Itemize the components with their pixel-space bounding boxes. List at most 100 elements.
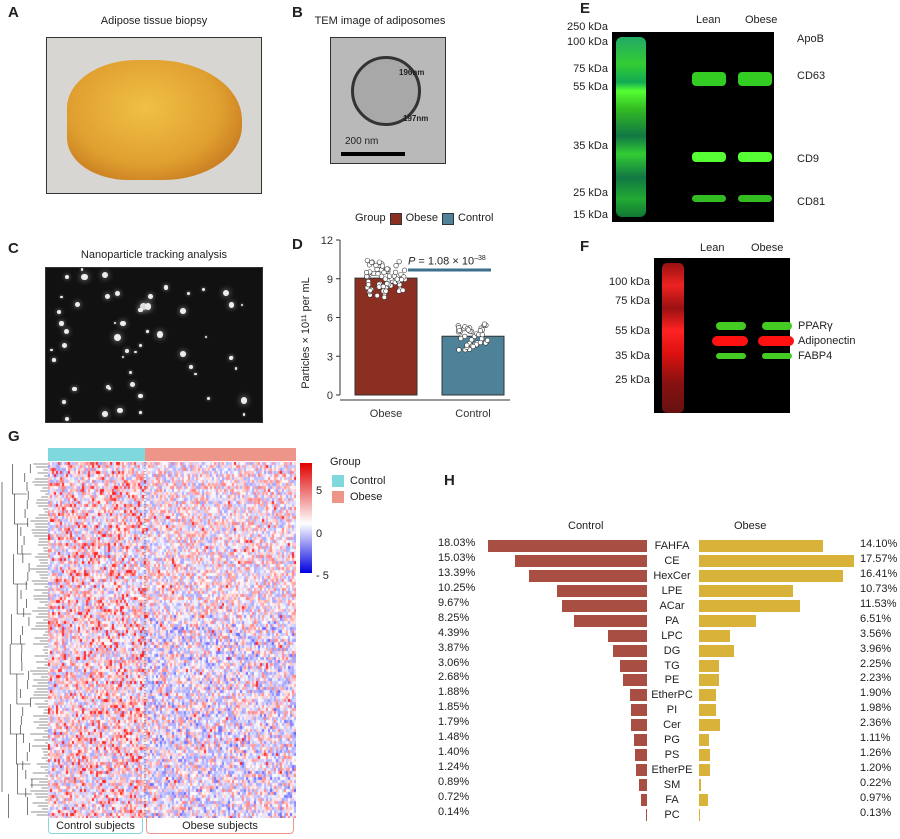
particle-spot xyxy=(138,393,143,399)
particle-spot xyxy=(194,372,198,376)
particle-spot xyxy=(138,307,143,312)
particle-spot xyxy=(116,407,123,414)
particle-spot xyxy=(74,301,80,307)
control-value-label: 18.03% xyxy=(438,537,476,549)
panel-label-f: F xyxy=(580,238,590,255)
bar-control-cer xyxy=(631,719,647,732)
obese-value-label: 14.10% xyxy=(860,538,898,550)
lipid-class-label: CE xyxy=(664,554,680,567)
panel-label-h: H xyxy=(444,472,455,489)
data-point xyxy=(401,267,408,273)
data-point xyxy=(399,277,405,283)
panel-a-title: Adipose tissue biopsy xyxy=(100,15,208,27)
p-symbol: P xyxy=(408,255,416,268)
g-legend-swatch-control xyxy=(332,475,344,487)
y-tick-label: 6 xyxy=(327,313,333,325)
data-point xyxy=(456,347,462,353)
lipid-class-label: FA xyxy=(665,793,679,806)
particle-spot xyxy=(202,287,206,291)
particle-spot xyxy=(59,321,64,326)
bar-control-lpc xyxy=(608,629,647,642)
control-value-label: 1.88% xyxy=(438,686,470,699)
bar-obese-pa xyxy=(699,614,757,627)
e-marker-label: 100 kDa xyxy=(567,36,608,48)
bar-obese-ce xyxy=(699,554,854,567)
p-value: P = 1.08 × 10–38 xyxy=(408,255,486,268)
particle-spot xyxy=(139,411,142,414)
data-point xyxy=(458,335,464,342)
particle-spot xyxy=(121,355,124,358)
lipid-class-label: EtherPE xyxy=(651,764,693,777)
control-value-label: 2.68% xyxy=(438,671,470,684)
data-point xyxy=(364,257,371,264)
g-legend-swatch-obese xyxy=(332,491,344,503)
p-exp: –38 xyxy=(474,255,486,262)
e-band-label: CD63 xyxy=(797,70,826,82)
control-value-label: 9.67% xyxy=(438,596,470,609)
bar-control-fahfa xyxy=(488,540,647,552)
f-marker-label: 75 kDa xyxy=(615,295,650,307)
data-point xyxy=(381,269,387,276)
bar-obese-fa xyxy=(699,793,708,806)
e-marker-label: 75 kDa xyxy=(573,63,608,75)
lipid-class-label: ACar xyxy=(659,599,685,612)
data-point xyxy=(392,269,399,275)
e-band-label: ApoB xyxy=(797,33,824,45)
panel-label-g: G xyxy=(8,428,20,445)
tem-measure-1: 196nm xyxy=(399,68,425,77)
bar-obese-ps xyxy=(699,749,711,762)
e-lane-obese: Obese xyxy=(745,14,778,26)
y-tick-label: 0 xyxy=(327,390,333,402)
obese-value-label: 1.26% xyxy=(860,747,892,760)
western-blot-f xyxy=(654,258,794,413)
lipid-class-label: PG xyxy=(664,734,680,747)
particle-spot xyxy=(243,413,246,416)
particle-spot xyxy=(64,328,70,334)
bar-obese-lpc xyxy=(699,629,731,642)
particle-spot xyxy=(148,294,154,300)
obese-value-label: 10.73% xyxy=(860,582,898,595)
obese-value-label: 1.90% xyxy=(860,687,892,700)
g-legend-obese: Obese xyxy=(350,491,383,503)
data-point xyxy=(379,273,385,279)
g-legend-control: Control xyxy=(350,475,386,487)
bar-control-ce xyxy=(514,554,647,567)
bar-obese-cer xyxy=(699,719,720,732)
particle-spot xyxy=(64,275,70,280)
e-marker-label: 35 kDa xyxy=(573,140,608,152)
lipid-class-label: Cer xyxy=(663,719,681,732)
bar-control-acar xyxy=(561,599,647,612)
western-blot-e xyxy=(612,32,774,222)
data-point xyxy=(477,339,483,346)
control-value-label: 0.14% xyxy=(438,805,470,818)
label-obese-subjects: Obese subjects xyxy=(182,820,258,832)
f-marker-label: 55 kDa xyxy=(615,325,650,337)
control-value-label: 1.40% xyxy=(438,746,470,759)
panel-label-c: C xyxy=(8,240,19,257)
data-point xyxy=(379,263,386,269)
data-point xyxy=(381,294,387,300)
particle-spot xyxy=(139,343,143,348)
f-band-label: PPARγ xyxy=(798,320,833,332)
data-point xyxy=(384,266,390,272)
y-tick-label: 3 xyxy=(327,351,333,363)
bar-obese-sm xyxy=(699,779,701,792)
obese-value-label: 3.56% xyxy=(860,627,892,640)
particle-spot xyxy=(146,330,149,333)
control-value-label: 4.39% xyxy=(438,626,470,639)
particle-spot xyxy=(139,302,147,310)
particle-spot xyxy=(206,396,211,401)
bar-obese-etherpc xyxy=(699,689,716,702)
e-marker-label: 55 kDa xyxy=(573,81,608,93)
control-value-label: 1.48% xyxy=(438,731,470,744)
bracket-obese-subjects: Obese subjects xyxy=(146,818,294,834)
h-series-obese: Obese xyxy=(734,520,767,532)
particle-spot xyxy=(119,320,126,327)
bar-control-lpe xyxy=(556,584,647,597)
scale-tick-0: 0 xyxy=(316,528,323,540)
data-point xyxy=(373,262,379,268)
bar-obese-tg xyxy=(699,659,719,672)
particle-spot xyxy=(128,370,132,374)
data-point xyxy=(365,282,372,288)
data-point xyxy=(384,281,390,287)
